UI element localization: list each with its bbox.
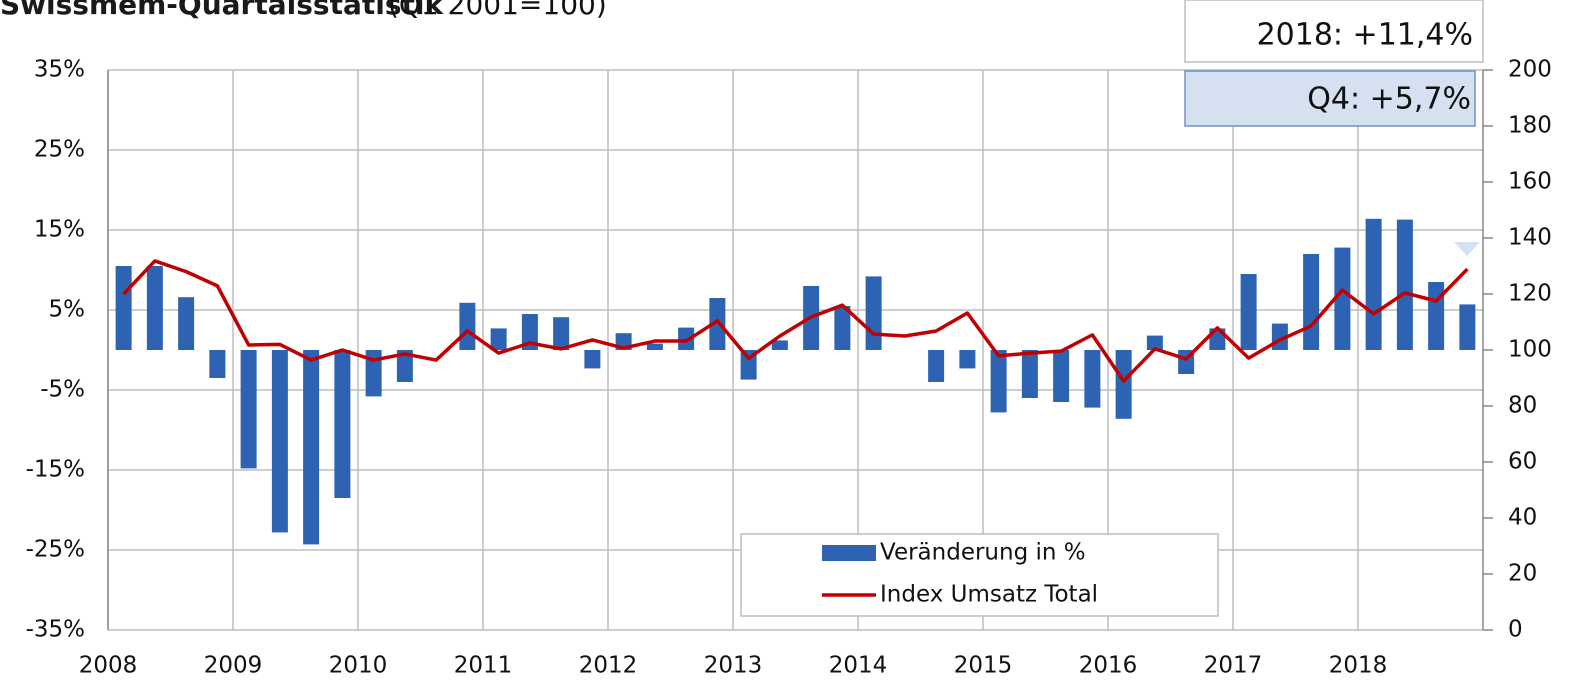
y-tick-label: -15% [26,457,85,483]
bar [1428,282,1445,350]
bar [396,350,413,382]
legend-label: Veränderung in % [880,540,1086,566]
y2-tick-label: 180 [1508,113,1552,139]
x-tick-label: 2018 [1329,653,1388,679]
y2-tick-label: 100 [1508,337,1552,363]
bar [928,350,945,382]
x-tick-label: 2009 [204,653,263,679]
y-tick-label: -35% [26,617,85,643]
x-tick-label: 2017 [1204,653,1263,679]
y-tick-label: 35% [34,57,85,83]
bar [553,317,570,350]
legend-label: Index Umsatz Total [880,582,1098,608]
bar [178,297,195,350]
bar [240,350,257,469]
x-tick-label: 2010 [329,653,388,679]
bar [959,350,976,369]
bar [709,298,726,350]
x-tick-label: 2011 [454,653,513,679]
y2-tick-label: 160 [1508,169,1552,195]
bar [209,350,226,378]
x-tick-label: 2015 [954,653,1013,679]
annotation-box [1184,70,1476,127]
chart-title: Swissmem-Quartalsstatistik [0,0,444,21]
legend-swatch [822,545,876,561]
annotation: Q4: +5,7% [1307,82,1471,117]
y2-tick-label: 0 [1508,617,1523,643]
y-tick-label: 25% [34,137,85,163]
bar [834,306,851,350]
chart-subtitle: (Q1 2001=100) [388,0,607,21]
bar [115,266,132,350]
bar [1459,304,1476,350]
x-tick-label: 2008 [79,653,138,679]
bar [678,327,695,350]
bar [990,350,1007,413]
line [122,259,1469,383]
y-tick-label: -25% [26,537,85,563]
y2-tick-label: 140 [1508,225,1552,251]
bar [271,350,288,533]
bar [521,314,538,350]
y2-tick-label: 200 [1508,57,1552,83]
bar [459,302,476,350]
y-tick-label: 15% [34,217,85,243]
bar [1084,350,1101,408]
bar [1365,218,1382,350]
bar [365,350,382,397]
grid [107,69,1483,631]
bar [490,328,507,350]
legend-box [740,533,1219,617]
bar [865,276,882,350]
bar [1303,254,1320,350]
y2-tick-label: 80 [1508,393,1537,419]
y2-tick-label: 60 [1508,449,1537,475]
y-tick-label: -5% [40,377,85,403]
bar [1334,247,1351,350]
bar [334,350,351,498]
annotation: 2018: +11,4% [1257,18,1473,53]
x-tick-label: 2014 [829,653,888,679]
bar [1053,350,1070,402]
y-tick-label: 5% [49,297,86,323]
bar [146,266,163,350]
x-tick-label: 2012 [579,653,638,679]
y2-tick-label: 120 [1508,281,1552,307]
x-tick-label: 2013 [704,653,763,679]
y2-tick-label: 40 [1508,505,1537,531]
bar [1240,274,1257,350]
bar [1115,350,1132,419]
bar [584,350,601,369]
bar [771,340,788,350]
bar [1146,335,1163,350]
y2-tick-label: 20 [1508,561,1537,587]
x-tick-label: 2016 [1079,653,1138,679]
bar [646,343,663,350]
annotation-box [1184,0,1484,63]
bar [1396,219,1413,350]
bar [303,350,320,545]
bar [1021,350,1038,398]
marker [1454,242,1480,256]
